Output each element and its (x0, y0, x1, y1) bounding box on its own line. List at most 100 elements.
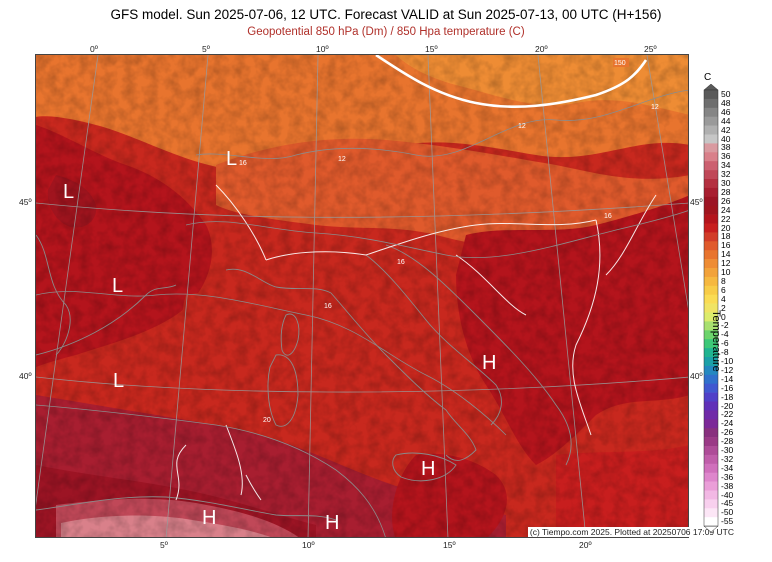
lon-tick-top: 5º (202, 44, 210, 54)
colorbar-swatch (704, 161, 718, 171)
temperature-contours (36, 89, 688, 537)
contour-label: 12 (651, 104, 659, 111)
colorbar-label: 12 (721, 258, 731, 269)
coastline-iberia (36, 284, 177, 356)
border (455, 254, 527, 316)
colorbar-swatch (704, 472, 718, 482)
contour-label: 16 (324, 303, 332, 310)
coastline-sicily (392, 452, 457, 482)
colorbar-swatch (704, 312, 718, 322)
colorbar-swatch (704, 330, 718, 340)
lat-tick-right: 40º (690, 371, 703, 381)
colorbar-swatch (704, 294, 718, 304)
lon-tick-bottom: 20º (579, 540, 592, 550)
colorbar-label: -30 (721, 445, 734, 455)
contour-label-bg (613, 58, 629, 67)
chart-title: GFS model. Sun 2025-07-06, 12 UTC. Forec… (110, 7, 662, 22)
border (605, 194, 657, 276)
colorbar-swatch (704, 107, 718, 117)
colorbar-arrow-top (703, 84, 719, 91)
colorbar-label: -10 (721, 356, 734, 366)
lon-tick-top: 0º (90, 44, 98, 54)
colorbar-label: 4 (721, 293, 726, 304)
colorbar-swatch (704, 508, 718, 518)
coastlines (36, 234, 572, 521)
colorbar-swatch (704, 392, 718, 402)
coastline-north-africa (36, 496, 337, 521)
border (215, 184, 267, 261)
colorbar-swatch (704, 232, 718, 242)
graticule-parallel (36, 376, 688, 393)
colorbar-swatch (704, 428, 718, 438)
colorbar-swatch (704, 383, 718, 393)
coastline-adriatic-west (365, 254, 502, 426)
coastline-corsica (280, 313, 300, 356)
colorbar-label: -4 (721, 329, 729, 340)
high-pressure-marker: H (421, 458, 435, 480)
colorbar-label: 8 (721, 275, 726, 286)
colorbar-label: 36 (721, 151, 731, 162)
colorbar-swatch (704, 446, 718, 456)
colorbar-swatch (704, 499, 718, 509)
colorbar-label: 42 (721, 124, 731, 135)
terrain-shading (36, 55, 688, 537)
colorbar-swatch (704, 187, 718, 198)
colorbar-label: -20 (721, 400, 734, 411)
chart-subtitle: Geopotential 850 hPa (Dm) / 850 Hpa temp… (247, 26, 525, 38)
colorbar-swatch (704, 205, 718, 215)
contour-label: 12 (518, 123, 526, 130)
colorbar-swatch (704, 454, 718, 465)
colorbar-label: -24 (721, 418, 734, 429)
temperature-contour (36, 291, 507, 436)
weather-map[interactable]: 150 12 12 12 16 16 16 16 20 L L L L H H … (35, 54, 689, 538)
colorbar-label: -6 (721, 338, 729, 349)
colorbar-label: 44 (721, 115, 731, 126)
contour-label: 150 (614, 60, 626, 67)
colorbar-swatch (704, 437, 718, 447)
colorbar-label: -34 (721, 462, 734, 473)
colorbar-label: -28 (721, 436, 734, 447)
colorbar-swatch (704, 196, 718, 206)
colorbar-label: -32 (721, 453, 734, 464)
coastline-sardinia (267, 354, 299, 427)
colorbar-swatch (704, 170, 718, 180)
colorbar-label: 30 (721, 178, 731, 188)
coastline-italy (330, 292, 477, 461)
colorbar-swatch (704, 339, 718, 349)
colorbar-swatch (704, 259, 718, 269)
colorbar-label: -55 (721, 516, 734, 527)
colorbar-swatch (704, 214, 718, 224)
colorbar-swatch (704, 374, 718, 384)
colorbar-swatch (704, 401, 718, 411)
colorbar-frame (703, 89, 719, 527)
colorbar-label: -18 (721, 391, 734, 402)
colorbar-swatch (704, 116, 718, 126)
coastline-adriatic-east (385, 244, 572, 466)
graticule-meridian (165, 55, 209, 537)
contour-label: 20 (263, 417, 271, 424)
colorbar-swatch (704, 463, 718, 473)
colorbar-label: 40 (721, 133, 731, 144)
colorbar-swatch (704, 419, 718, 429)
lon-tick-bottom: 15º (443, 540, 456, 550)
colorbar-label: -36 (721, 471, 734, 482)
colorbar-swatch (704, 481, 718, 491)
colorbar-label: -45 (721, 498, 734, 509)
lat-tick-left: 40º (19, 371, 32, 381)
high-pressure-marker: H (325, 512, 339, 534)
colorbar-label: 24 (721, 204, 731, 215)
low-pressure-marker: L (63, 181, 74, 203)
coastline-france-atlantic (36, 234, 71, 356)
graticule-meridian (646, 55, 688, 309)
colorbar-swatch (704, 134, 718, 144)
lon-tick-bottom: 10º (302, 540, 315, 550)
pressure-markers: L L L L H H H H (63, 148, 496, 534)
colorbar-label: 38 (721, 142, 731, 153)
lat-tick-right: 45º (690, 197, 703, 207)
colorbar-label: 2 (721, 302, 726, 313)
colorbar-label: 10 (721, 267, 731, 277)
graticule-meridian (427, 55, 449, 537)
colorbar-swatch (704, 98, 718, 109)
contour-label: 16 (397, 259, 405, 266)
colorbar-label: 48 (721, 97, 731, 108)
